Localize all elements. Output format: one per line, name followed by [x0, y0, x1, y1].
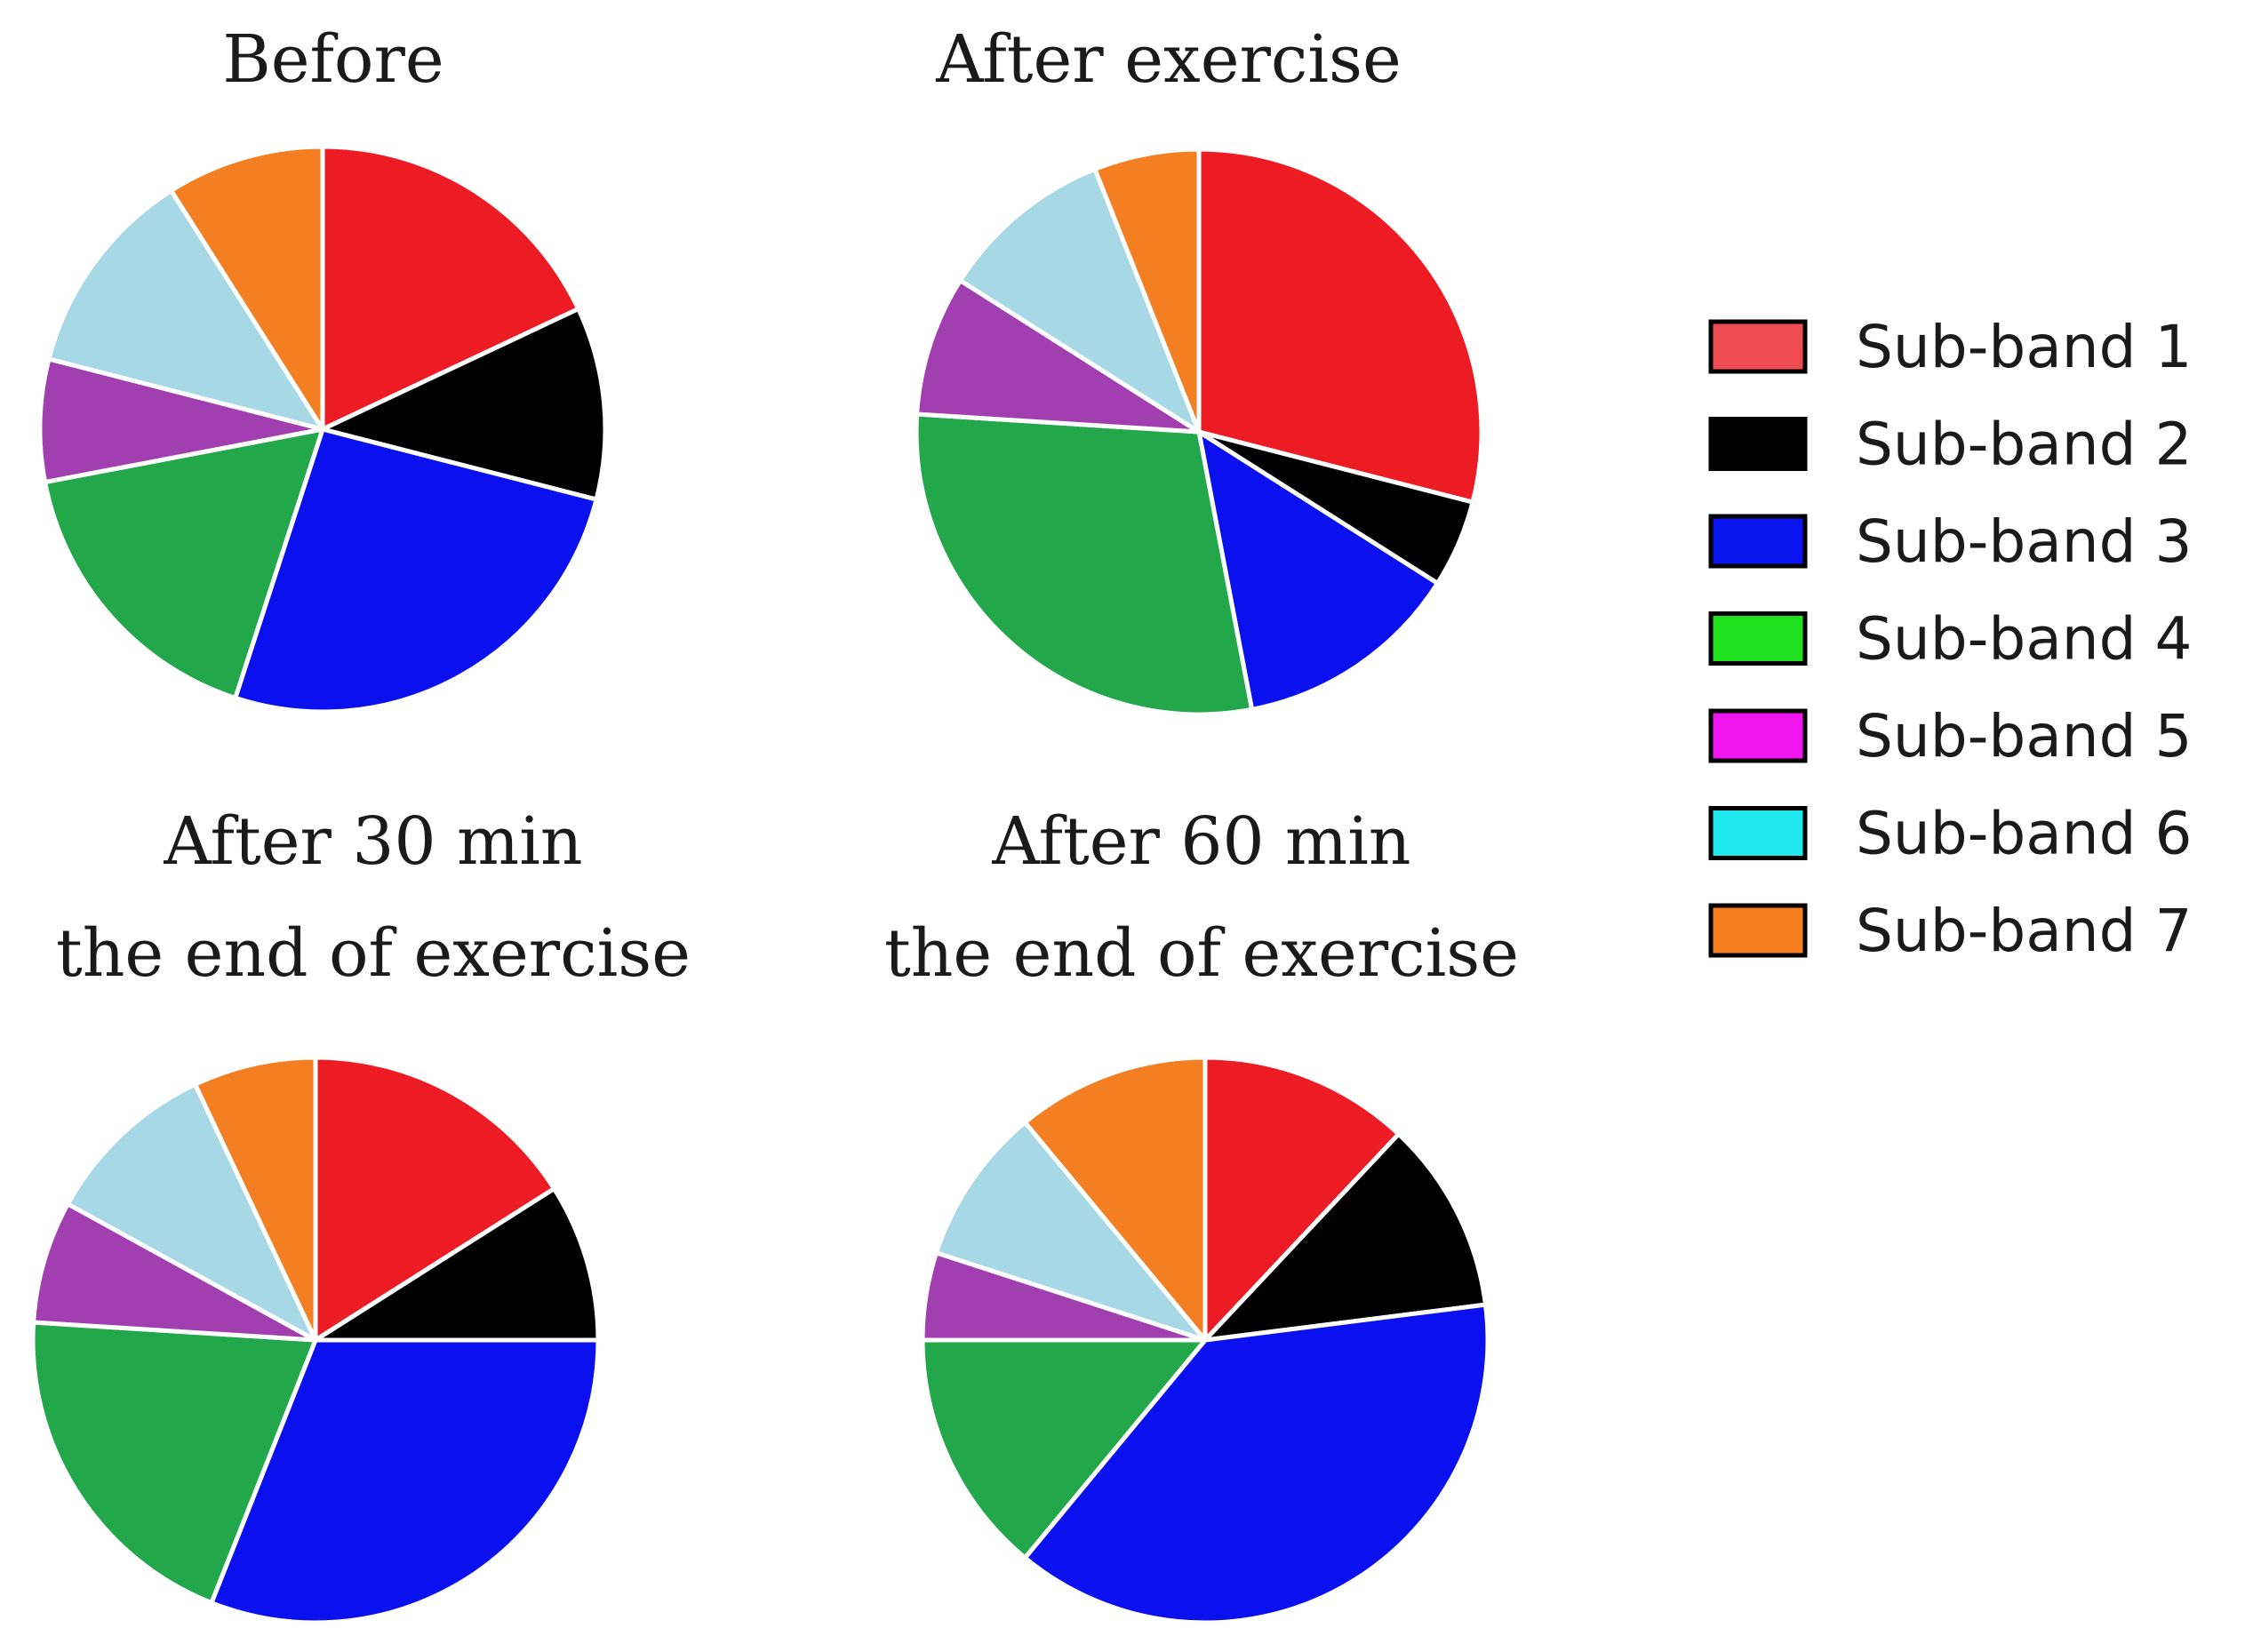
pie-slice-sub-band-6 [65, 1081, 318, 1343]
pie-title-line: the end of exercise [884, 915, 1519, 992]
legend-swatch [1708, 903, 1808, 958]
pie-slice-sub-band-2 [1202, 1131, 1488, 1343]
pie-slice-sub-band-6 [46, 188, 325, 432]
pie-slice-sub-band-3 [1022, 1302, 1490, 1625]
pie-slice-sub-band-5 [37, 356, 325, 485]
pie-slice-sub-band-6 [934, 1120, 1208, 1343]
legend-label: Sub-band 5 [1856, 702, 2192, 770]
pie-slice-sub-band-2 [313, 1186, 601, 1343]
pie-panel-2: After exercise [914, 21, 1484, 717]
legend: Sub-band 1 Sub-band 2 Sub-band 3 Sub-band 4… [1708, 313, 2192, 965]
pie-panel-4: After 60 min the end of exercise [884, 803, 1519, 1625]
pie-slice-sub-band-3 [209, 1337, 601, 1625]
legend-item: Sub-band 4 [1708, 605, 2192, 674]
pie-slice-sub-band-1 [1196, 147, 1484, 505]
legend-swatch [1708, 417, 1808, 471]
legend-item: Sub-band 6 [1708, 800, 2192, 868]
pie-panels: Before After exercise After 30 min the end … [30, 21, 1519, 1625]
pie-slice-sub-band-5 [31, 1201, 318, 1343]
pie-slice-sub-band-4 [30, 1320, 318, 1606]
pie-slice-sub-band-7 [1092, 147, 1202, 435]
pie-slice-sub-band-1 [313, 1055, 556, 1343]
pie-slice-sub-band-3 [233, 427, 599, 714]
legend-label: Sub-band 7 [1856, 897, 2192, 965]
pie-slice-sub-band-1 [320, 144, 581, 432]
legend-swatch [1708, 806, 1808, 860]
pie-panel-3: After 30 min the end of exercise [30, 803, 691, 1625]
legend-item: Sub-band 1 [1708, 313, 2192, 381]
pie-slice-sub-band-3 [1196, 429, 1440, 712]
pie-title-line: After 60 min [991, 803, 1410, 880]
legend-label: Sub-band 2 [1856, 411, 2192, 479]
legend-swatch [1708, 611, 1808, 666]
pie-slice-sub-band-2 [320, 307, 608, 502]
legend-swatch [1708, 514, 1808, 569]
legend-item: Sub-band 7 [1708, 897, 2192, 965]
pie-title-line: After 30 min [163, 803, 582, 880]
pie-title-line: After exercise [935, 21, 1402, 98]
legend-item: Sub-band 3 [1708, 507, 2192, 576]
pie-slice-sub-band-4 [914, 411, 1255, 717]
pie-slice-sub-band-4 [920, 1337, 1208, 1560]
legend-label: Sub-band 1 [1856, 313, 2192, 381]
legend-label: Sub-band 6 [1856, 800, 2192, 868]
pie-title-line: Before [222, 21, 443, 98]
pie-title-line: the end of exercise [56, 915, 691, 992]
pie-slice-sub-band-1 [1202, 1055, 1402, 1343]
legend-label: Sub-band 4 [1856, 605, 2192, 674]
legend-label: Sub-band 3 [1856, 507, 2192, 576]
legend-item: Sub-band 5 [1708, 702, 2192, 770]
pie-slice-sub-band-6 [958, 166, 1202, 435]
legend-swatch [1708, 708, 1808, 763]
legend-swatch [1708, 319, 1808, 374]
pie-slice-sub-band-7 [193, 1055, 318, 1343]
pie-slice-sub-band-4 [43, 427, 325, 700]
pie-panel-1: Before [37, 21, 608, 714]
pie-slice-sub-band-7 [1022, 1055, 1208, 1343]
pie-slice-sub-band-7 [169, 144, 325, 432]
pie-slice-sub-band-5 [915, 278, 1202, 435]
legend-item: Sub-band 2 [1708, 411, 2192, 479]
